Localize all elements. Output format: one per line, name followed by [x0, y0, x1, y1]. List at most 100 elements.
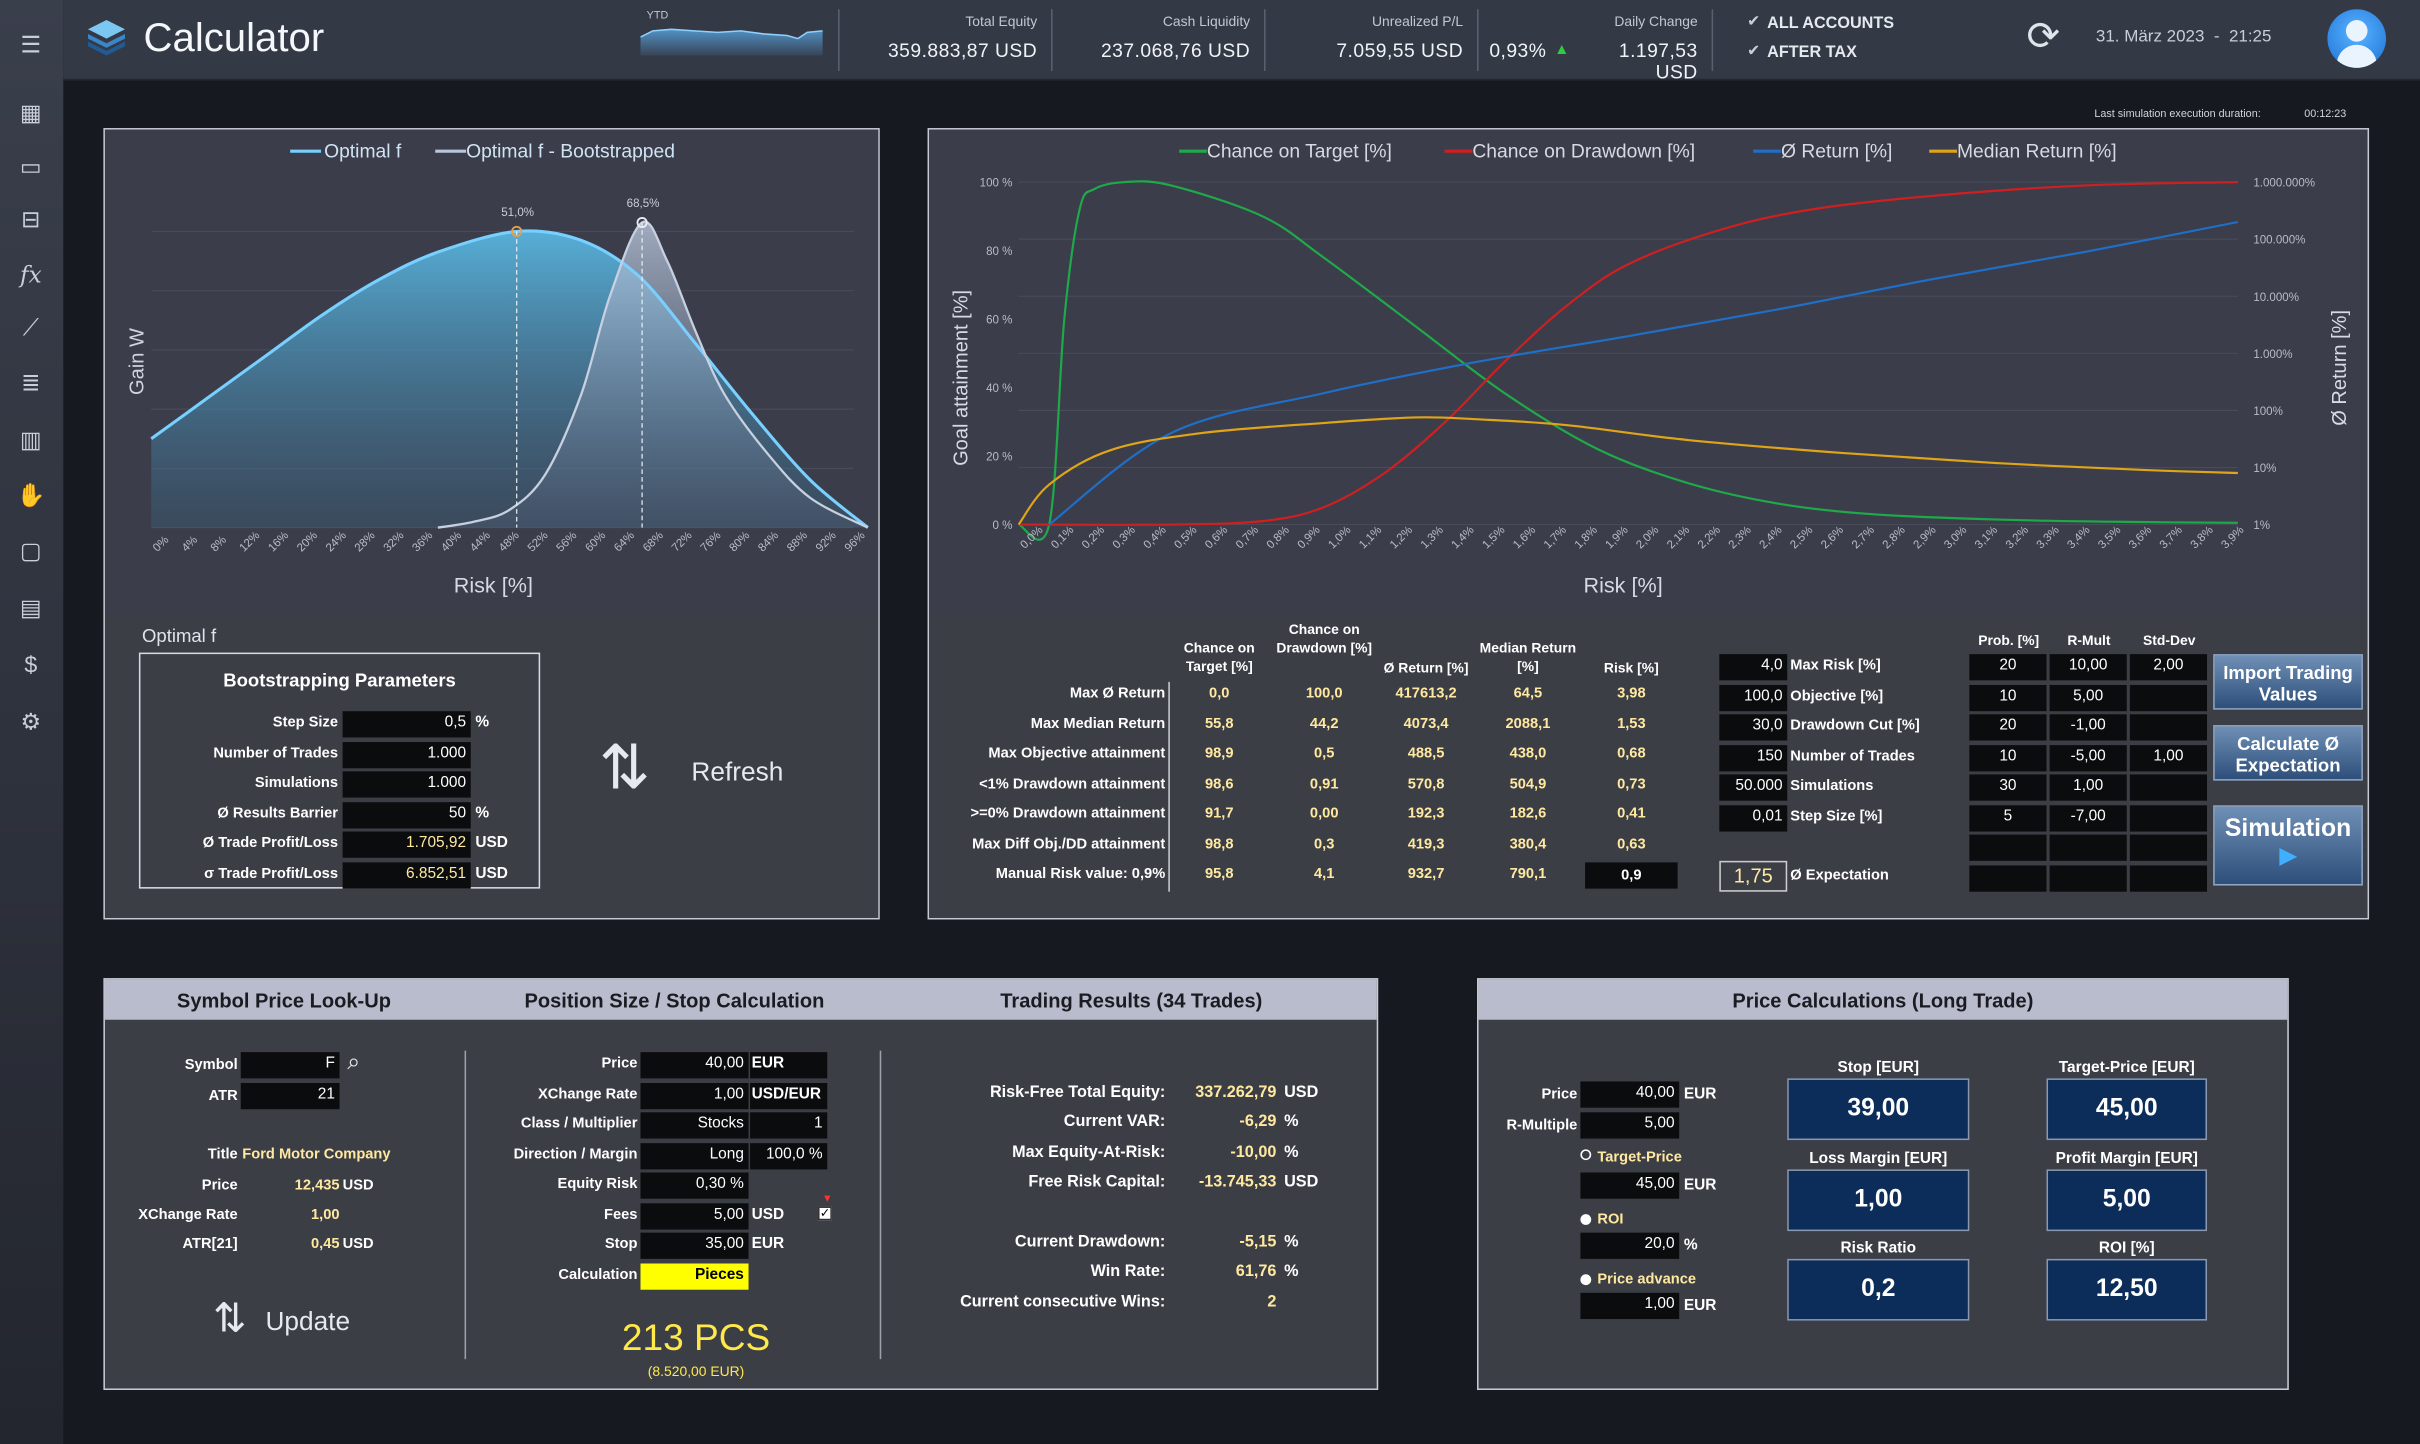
trading-row-value: -13.745,33 — [1198, 1172, 1277, 1191]
radio-target-price[interactable] — [1580, 1149, 1592, 1161]
prob-cell[interactable] — [2049, 834, 2127, 861]
pc-box-value: 39,00 — [1787, 1078, 1970, 1141]
prob-cell[interactable]: 20 — [1969, 714, 2047, 741]
hand-coin-icon[interactable]: ✋ — [16, 482, 46, 510]
toggle-after-tax[interactable]: AFTER TAX — [1767, 43, 1857, 62]
radio-price-advance[interactable] — [1580, 1274, 1592, 1286]
kpi-daily-change-value: 1.197,53 USD — [1618, 40, 1698, 84]
pc-price-input[interactable]: 40,00 — [1580, 1081, 1680, 1108]
prob-cell[interactable]: 1,00 — [2129, 744, 2208, 771]
prob-cell[interactable]: 10,00 — [2049, 654, 2127, 681]
clipboard-icon[interactable]: ▤ — [19, 595, 42, 622]
prob-cell[interactable]: 10 — [1969, 684, 2047, 711]
prob-cell[interactable] — [2129, 774, 2208, 801]
atr-input[interactable]: 21 — [240, 1083, 340, 1110]
sim-cell: 4,1 — [1314, 865, 1335, 883]
money-icon[interactable]: $ — [24, 652, 38, 679]
trend-icon[interactable]: ⟋ — [22, 314, 39, 341]
bar-chart-icon[interactable]: ▥ — [19, 427, 42, 454]
simulation-panel: 0,0% 0,1% 0,2% 0,3% 0,4% 0,5% 0,6% 0,7% 0,8% 0,9%… — [927, 128, 2370, 920]
position-row-value[interactable]: Pieces — [640, 1262, 749, 1289]
position-row-value[interactable]: Stocks — [640, 1112, 749, 1139]
prob-cell[interactable] — [2129, 834, 2208, 861]
bootstrap-row-value[interactable]: 0,5 — [342, 711, 471, 738]
bootstrap-row-value[interactable]: 1.000 — [342, 741, 471, 768]
symbol-input[interactable]: F — [240, 1052, 340, 1079]
prob-cell[interactable]: -1,00 — [2049, 714, 2127, 741]
calculate-expectation-button[interactable]: Calculate Ø Expectation — [2213, 725, 2363, 781]
prob-cell[interactable]: 5 — [1969, 804, 2047, 831]
prob-cell[interactable] — [2129, 804, 2208, 831]
datetime: 31. März 2023 - 21:25 — [2095, 27, 2272, 47]
x-tick-label: 0,6% — [1203, 524, 1230, 551]
prob-cell[interactable]: 20 — [1969, 654, 2047, 681]
fees-checkbox[interactable]: ✓ — [817, 1206, 832, 1221]
prob-cell[interactable] — [2129, 714, 2208, 741]
atr21-label: ATR[21] — [182, 1235, 238, 1253]
prob-cell[interactable]: 2,00 — [2129, 654, 2208, 681]
update-icon[interactable]: ⇅ — [212, 1294, 247, 1341]
price-advance-input[interactable]: 1,00 — [1580, 1292, 1680, 1320]
dashboard-icon[interactable]: ▦ — [19, 100, 42, 127]
bootstrap-row-value[interactable]: 50 — [342, 801, 471, 828]
prob-cell[interactable]: -7,00 — [2049, 804, 2127, 831]
bootstrap-row-value: 1.705,92 — [342, 831, 471, 858]
position-row-value2[interactable]: 1 — [750, 1112, 828, 1139]
import-trading-values-button[interactable]: Import Trading Values — [2213, 654, 2363, 710]
target-price-input[interactable]: 45,00 — [1580, 1172, 1680, 1199]
position-row-value[interactable]: 35,00 — [640, 1232, 749, 1259]
prob-cell[interactable] — [2049, 864, 2127, 891]
position-row-value[interactable]: 0,30 % — [640, 1172, 749, 1199]
prob-cell[interactable]: -5,00 — [2049, 744, 2127, 771]
symbol-lookup-title: Symbol Price Look-Up — [176, 988, 392, 1013]
pc-rmult-input[interactable]: 5,00 — [1580, 1112, 1680, 1139]
y-tick-left: 80 % — [986, 246, 1012, 258]
briefcase-icon[interactable]: ⊟ — [21, 206, 41, 233]
sim-param-value[interactable]: 50.000 — [1719, 774, 1788, 801]
sim-param-value[interactable]: 30,0 — [1719, 714, 1788, 741]
gear-icon[interactable]: ⚙ — [20, 709, 42, 736]
sim-param-value[interactable]: 0,01 — [1719, 804, 1788, 831]
simulation-button[interactable]: Simulation ▶ — [2213, 805, 2363, 886]
refresh-button[interactable]: Refresh — [691, 757, 784, 787]
bootstrap-row-value[interactable]: 1.000 — [342, 771, 471, 798]
refresh-icon[interactable]: ⟳ — [2026, 12, 2061, 59]
wallet-icon[interactable]: ▭ — [19, 154, 42, 181]
y-tick-left: 60 % — [986, 315, 1012, 327]
prob-cell[interactable]: 5,00 — [2049, 684, 2127, 711]
prob-cell[interactable] — [2129, 864, 2208, 891]
function-icon[interactable]: fx — [20, 260, 42, 289]
optimal-f-chart-svg: 51,0% 68,5% 0% 4% 8% 12% 16% 20% 24% 28% 32% 36% 40… — [127, 141, 869, 597]
position-row-value[interactable]: 5,00 — [640, 1202, 749, 1229]
position-row-value[interactable]: 40,00 — [640, 1052, 749, 1079]
prob-cell[interactable] — [1969, 834, 2047, 861]
sim-cell[interactable]: 0,9 — [1585, 862, 1678, 889]
sim-param-value[interactable]: 150 — [1719, 744, 1788, 771]
sim-param-value[interactable]: 4,0 — [1719, 654, 1788, 681]
position-row-value[interactable]: Long — [640, 1142, 749, 1169]
radio-roi[interactable] — [1580, 1214, 1592, 1225]
search-icon[interactable]: ⌕ — [347, 1049, 361, 1076]
toggle-all-accounts[interactable]: ALL ACCOUNTS — [1767, 13, 1895, 33]
menu-icon[interactable]: ☰ — [20, 32, 42, 59]
prob-cell[interactable] — [1969, 864, 2047, 891]
prob-cell[interactable] — [2129, 684, 2208, 711]
position-row-value[interactable]: 1,00 — [640, 1082, 749, 1109]
refresh-icon[interactable]: ⇅ — [598, 734, 651, 803]
sim-param-value[interactable]: 100,0 — [1719, 684, 1788, 711]
card-icon[interactable]: ▢ — [19, 538, 42, 565]
avatar[interactable] — [2327, 9, 2387, 68]
list-icon[interactable]: ≣ — [21, 370, 41, 397]
x-tick-label: 3,1% — [1973, 524, 2000, 551]
prob-cell[interactable]: 10 — [1969, 744, 2047, 771]
bootstrap-row-unit: USD — [475, 864, 508, 882]
position-row-value2[interactable]: 100,0 % — [750, 1142, 828, 1169]
prob-cell[interactable]: 1,00 — [2049, 774, 2127, 801]
update-button[interactable]: Update — [265, 1306, 351, 1337]
roi-input[interactable]: 20,0 — [1580, 1232, 1680, 1259]
prob-cell[interactable]: 30 — [1969, 774, 2047, 801]
position-row-unit: EUR — [751, 1235, 785, 1253]
sim-cell: 64,5 — [1513, 684, 1543, 702]
optimal-f-subtitle: Optimal f — [141, 624, 217, 647]
title-value: Ford Motor Company — [242, 1146, 391, 1164]
